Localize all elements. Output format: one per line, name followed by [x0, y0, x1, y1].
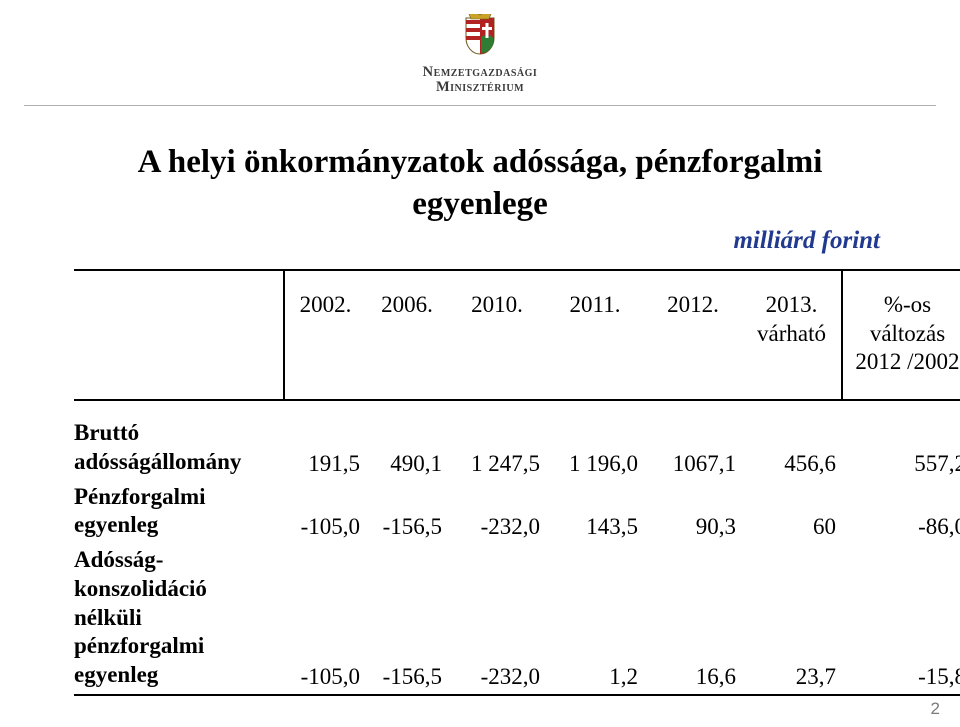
col-header-2002: 2002.: [284, 270, 366, 400]
col-header-2006: 2006.: [366, 270, 448, 400]
page-number: 2: [931, 699, 940, 719]
cell: 557,2: [842, 413, 960, 477]
cell: 23,7: [742, 540, 842, 695]
col-header-2012: 2012.: [644, 270, 742, 400]
table-header-row: 2002. 2006. 2010. 2011. 2012. 2013. várh…: [74, 270, 960, 400]
cell: -156,5: [366, 540, 448, 695]
header-divider-wrap: [0, 95, 960, 106]
cell: 1 247,5: [448, 413, 546, 477]
cell: 60: [742, 477, 842, 541]
ministry-line2: Minisztérium: [0, 80, 960, 95]
slide-header: Nemzetgazdasági Minisztérium: [0, 0, 960, 95]
ministry-name: Nemzetgazdasági Minisztérium: [0, 65, 960, 95]
cell: 16,6: [644, 540, 742, 695]
row3-label: Adósság- konszolidáció nélküli pénzforga…: [74, 540, 284, 695]
cell: -86,0: [842, 477, 960, 541]
data-table-wrap: 2002. 2006. 2010. 2011. 2012. 2013. várh…: [0, 255, 960, 696]
col-header-2011: 2011.: [546, 270, 644, 400]
table-row: Adósság- konszolidáció nélküli pénzforga…: [74, 540, 960, 695]
unit-label: milliárd forint: [70, 227, 890, 255]
cell: -232,0: [448, 540, 546, 695]
slide-page: Nemzetgazdasági Minisztérium A helyi önk…: [0, 0, 960, 727]
cell: -232,0: [448, 477, 546, 541]
cell: 191,5: [284, 413, 366, 477]
coat-of-arms-icon: [463, 14, 497, 63]
cell: 143,5: [546, 477, 644, 541]
cell: -105,0: [284, 540, 366, 695]
col-header-blank: [74, 270, 284, 400]
cell: -15,8: [842, 540, 960, 695]
row2-label: Pénzforgalmi egyenleg: [74, 477, 284, 541]
table-row: Pénzforgalmi egyenleg -105,0 -156,5 -232…: [74, 477, 960, 541]
cell: 1067,1: [644, 413, 742, 477]
row1-label: Bruttó adósságállomány: [74, 413, 284, 477]
cell: -105,0: [284, 477, 366, 541]
col-header-pct: %-os változás 2012 /2002: [842, 270, 960, 400]
cell: 456,6: [742, 413, 842, 477]
col-header-2010: 2010.: [448, 270, 546, 400]
cell: 490,1: [366, 413, 448, 477]
table-row: Bruttó adósságállomány 191,5 490,1 1 247…: [74, 413, 960, 477]
cell: 1,2: [546, 540, 644, 695]
col-header-2013: 2013. várható: [742, 270, 842, 400]
cell: 90,3: [644, 477, 742, 541]
ministry-line1: Nemzetgazdasági: [0, 65, 960, 80]
title-line2: egyenlege: [412, 186, 548, 222]
cell: 1 196,0: [546, 413, 644, 477]
title-line1: A helyi önkormányzatok adóssága, pénzfor…: [138, 144, 823, 180]
cell: -156,5: [366, 477, 448, 541]
data-table: 2002. 2006. 2010. 2011. 2012. 2013. várh…: [74, 269, 960, 696]
slide-title: A helyi önkormányzatok adóssága, pénzfor…: [70, 142, 890, 225]
title-block: A helyi önkormányzatok adóssága, pénzfor…: [0, 106, 960, 255]
